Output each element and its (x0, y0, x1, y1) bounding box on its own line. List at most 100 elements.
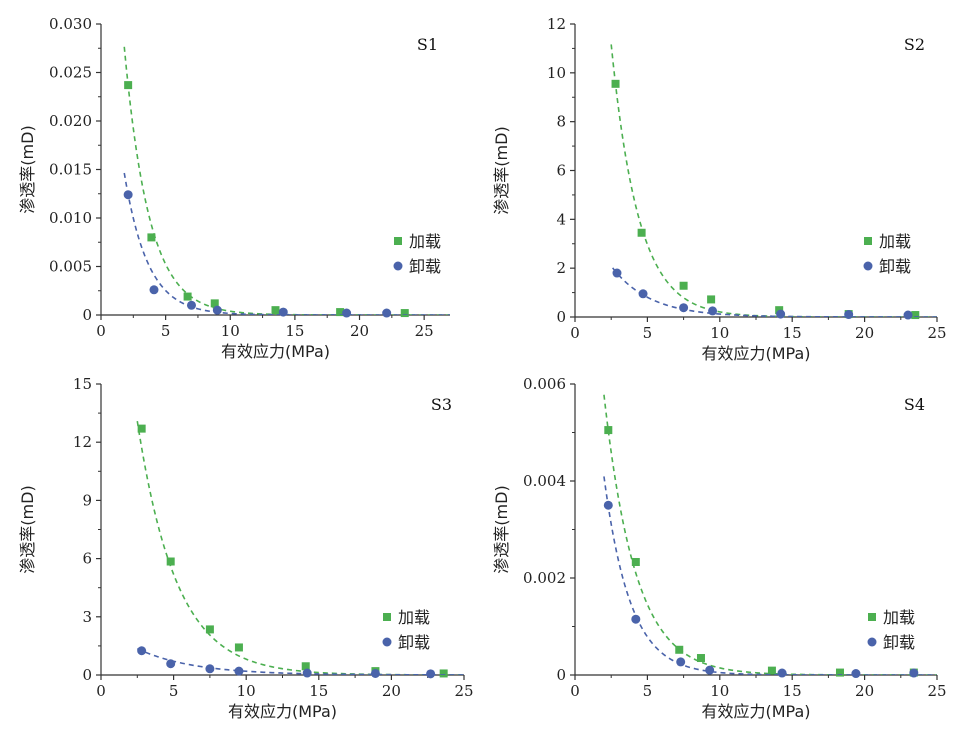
x-tick-label: 5 (643, 682, 653, 700)
x-axis-title: 有效应力(MPa) (701, 344, 810, 363)
data-point-loading (835, 668, 844, 677)
data-point-unloading (705, 665, 715, 675)
x-axis-title: 有效应力(MPa) (701, 702, 810, 721)
x-tick-label: 25 (415, 322, 434, 340)
fit-curve-unloading (136, 647, 464, 675)
legend-label-loading: 加载 (398, 608, 430, 627)
data-point-unloading (342, 308, 352, 318)
chart-panel-s4: 0 5 10 15 20 25 0 0.002 0.004 0.006 有效应力(MPa) 渗透率(m… (492, 375, 947, 721)
data-point-unloading (137, 646, 147, 656)
x-tick-label: 15 (783, 682, 802, 700)
y-tick-label: 9 (82, 491, 92, 509)
data-point-unloading (844, 310, 854, 320)
panel-label: S2 (904, 35, 925, 54)
y-tick-label: 0.002 (523, 569, 566, 587)
data-point-loading (271, 306, 280, 315)
data-point-loading (205, 625, 214, 634)
x-tick-label: 10 (237, 682, 256, 700)
y-tick-label: 0.020 (49, 112, 92, 130)
panel-label: S3 (431, 395, 452, 414)
data-point-unloading (186, 300, 196, 310)
data-point-loading (439, 669, 448, 678)
data-point-unloading (638, 289, 648, 299)
data-point-loading (631, 557, 640, 566)
x-tick-label: 0 (96, 322, 106, 340)
x-tick-label: 15 (783, 324, 802, 342)
x-axis-title: 有效应力(MPa) (228, 702, 337, 721)
y-tick-label: 0 (82, 306, 92, 324)
legend-marker-unloading (382, 637, 392, 647)
data-point-unloading (612, 268, 622, 278)
y-axis-title: 渗透率(mD) (492, 126, 511, 214)
data-point-unloading (234, 666, 244, 676)
panel-label: S4 (904, 395, 925, 414)
y-tick-label: 10 (547, 64, 566, 82)
legend-label-unloading: 卸载 (398, 633, 430, 652)
y-axis-title: 渗透率(mD) (18, 485, 37, 573)
x-tick-label: 10 (710, 324, 729, 342)
fit-curve-unloading (612, 267, 937, 317)
y-tick-label: 2 (556, 259, 566, 277)
y-tick-label: 0.015 (49, 161, 92, 179)
y-tick-label: 0.005 (49, 258, 92, 276)
data-point-loading (301, 662, 310, 671)
x-tick-label: 20 (382, 682, 401, 700)
legend-label-unloading: 卸载 (883, 633, 915, 652)
x-tick-label: 0 (96, 682, 106, 700)
legend-label-loading: 加载 (879, 232, 911, 251)
x-tick-label: 10 (221, 322, 240, 340)
data-point-unloading (909, 668, 919, 678)
x-tick-label: 5 (161, 322, 171, 340)
x-axis-title: 有效应力(MPa) (221, 342, 330, 361)
x-tick-label: 25 (927, 682, 946, 700)
legend-marker-unloading (393, 261, 403, 271)
data-point-unloading (851, 669, 861, 679)
data-point-unloading (166, 659, 176, 669)
fit-curve-loading (123, 46, 450, 315)
data-point-loading (336, 308, 345, 317)
y-tick-label: 3 (82, 608, 92, 626)
legend-marker-loading (864, 237, 872, 245)
x-tick-label: 15 (285, 322, 304, 340)
data-point-loading (183, 292, 192, 301)
data-point-unloading (776, 309, 786, 319)
x-tick-label: 20 (855, 682, 874, 700)
data-point-loading (911, 311, 920, 320)
legend-label-unloading: 卸载 (879, 257, 911, 276)
data-point-loading (707, 295, 716, 304)
data-point-loading (400, 309, 409, 318)
x-tick-label: 20 (855, 324, 874, 342)
data-point-unloading (903, 310, 913, 320)
y-axis-title: 渗透率(mD) (492, 485, 511, 573)
panel-label: S1 (417, 35, 438, 54)
data-point-unloading (149, 285, 159, 295)
chart-panel-s1: 0 5 10 15 20 25 0 0.005 0.010 0.015 0.020 0.025 0.03… (18, 15, 450, 361)
fit-curve-unloading (123, 172, 450, 315)
legend-marker-unloading (863, 261, 873, 271)
x-tick-label: 20 (350, 322, 369, 340)
data-point-loading (675, 645, 684, 654)
data-point-loading (611, 79, 620, 88)
data-point-unloading (123, 190, 133, 200)
y-tick-label: 15 (73, 375, 92, 393)
data-point-loading (210, 299, 219, 308)
x-tick-label: 25 (927, 324, 946, 342)
data-point-unloading (708, 306, 718, 316)
y-tick-label: 0.025 (49, 64, 92, 82)
legend-label-loading: 加载 (409, 232, 441, 251)
data-point-loading (637, 228, 646, 237)
y-axis-title: 渗透率(mD) (18, 125, 37, 213)
y-tick-label: 0 (556, 308, 566, 326)
y-tick-label: 0 (556, 666, 566, 684)
y-tick-label: 8 (556, 113, 566, 131)
data-point-unloading (679, 303, 689, 313)
data-point-unloading (370, 668, 380, 678)
data-point-unloading (603, 500, 613, 510)
fit-curve-loading (603, 394, 937, 675)
